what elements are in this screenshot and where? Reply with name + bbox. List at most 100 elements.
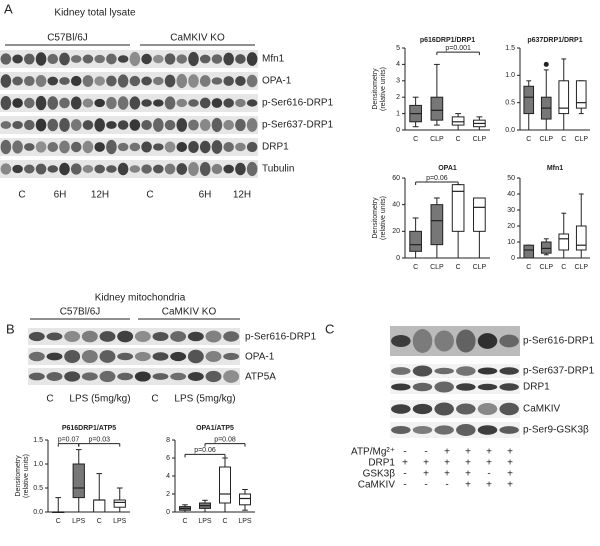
panel-label: A <box>4 1 13 16</box>
y-tick-label: 1 <box>396 110 400 117</box>
blot-band <box>0 163 12 175</box>
x-tick-label: C <box>526 264 531 271</box>
chart-title: OPA1 <box>438 165 457 172</box>
blot-band <box>211 163 223 175</box>
condition-sign: - <box>424 480 427 491</box>
y-tick-label: 1.5 <box>505 45 515 52</box>
blot-band <box>81 349 98 364</box>
x-tick-label: C <box>56 518 61 525</box>
blot-band <box>81 372 98 381</box>
condition-sign: - <box>403 480 406 491</box>
y-tick-label: 6 <box>166 455 170 462</box>
blot-band <box>434 402 454 416</box>
x-tick-label: CLP <box>539 136 553 143</box>
blot-band <box>170 372 187 381</box>
blot-band <box>106 96 117 110</box>
blot-band <box>477 383 498 391</box>
blot-band <box>117 330 134 343</box>
row-label: p-Ser637-DRP1 <box>262 120 334 131</box>
blot-band <box>434 330 454 352</box>
y-axis-label: Densitometry <box>372 68 379 110</box>
blot-band <box>235 142 246 152</box>
blot-band <box>153 143 164 151</box>
blot-band <box>164 119 176 131</box>
box <box>72 463 85 499</box>
blot-band <box>64 330 81 343</box>
blot-band <box>164 96 176 110</box>
blot-band <box>82 120 94 130</box>
y-tick-label: 0 <box>396 255 400 262</box>
blot-band <box>70 141 82 153</box>
chart-title: OPA1/ATP5 <box>196 425 234 432</box>
blot-band <box>223 164 234 174</box>
row-label: OPA-1 <box>245 352 275 363</box>
blot-band <box>211 98 223 108</box>
condition-sign: - <box>424 447 427 458</box>
blot-band <box>211 117 223 133</box>
blot-band <box>46 332 63 341</box>
chart-title: p637DRP1/DRP1 <box>527 37 582 44</box>
blot-band <box>12 164 23 174</box>
blot-band <box>12 54 23 64</box>
x-tick-label: CLP <box>574 264 588 271</box>
lane-label: C <box>46 394 53 405</box>
row-label: OPA-1 <box>262 76 292 87</box>
box <box>558 233 570 251</box>
condition-label: GSK3β <box>363 469 396 480</box>
blot-band <box>28 331 45 342</box>
blot-band <box>187 372 204 381</box>
blot-band <box>141 53 152 65</box>
condition-sign: + <box>507 458 513 469</box>
chart-title: P616DRP1/ATP5 <box>62 425 116 432</box>
blot-band <box>235 75 246 87</box>
blot-band <box>134 351 151 362</box>
y-axis-label: (relative units) <box>380 67 387 111</box>
lane-label: C <box>18 190 25 201</box>
y-tick-label: 1.5 <box>33 437 43 444</box>
blot-band <box>117 120 129 130</box>
blot-band <box>129 142 141 152</box>
blot-band <box>477 425 498 435</box>
p-value: p=0.07 <box>58 436 80 443</box>
y-tick-label: 40 <box>392 202 400 209</box>
blot-band <box>246 118 258 132</box>
lane-label: C <box>146 190 153 201</box>
y-tick-label: 0 <box>396 127 400 134</box>
row-label: ATP5A <box>245 372 276 383</box>
blot-band <box>12 121 23 129</box>
blot-band <box>188 141 199 153</box>
y-tick-label: 0.0 <box>505 127 515 134</box>
blot-band <box>47 165 59 173</box>
blot-band <box>141 99 152 107</box>
condition-sign: + <box>465 458 471 469</box>
blot-band <box>477 402 498 416</box>
blot-band <box>456 366 476 376</box>
x-tick-label: CLP <box>574 136 588 143</box>
condition-sign: + <box>444 458 450 469</box>
blot-band <box>188 74 199 88</box>
outlier <box>543 61 549 67</box>
y-tick-label: 20 <box>392 228 400 235</box>
blot-band <box>412 425 433 435</box>
blot-band <box>70 75 82 87</box>
p-value: p=0.08 <box>214 436 236 443</box>
blot-band <box>152 352 169 361</box>
blot-band <box>205 351 222 362</box>
blot-band <box>129 51 141 67</box>
blot-band <box>223 119 234 131</box>
blot-band <box>456 403 476 415</box>
x-tick-label: LPS <box>72 518 86 525</box>
blot-strip <box>28 348 240 365</box>
group-label: CaMKIV KO <box>162 307 217 318</box>
blot-band <box>70 119 82 131</box>
box <box>575 80 587 109</box>
x-tick-label: C <box>222 518 227 525</box>
blot-band <box>152 331 169 342</box>
x-tick-label: CLP <box>430 136 444 143</box>
blot-band <box>59 97 70 109</box>
blot-band <box>94 118 105 132</box>
blot-band <box>176 54 188 64</box>
blot-band <box>246 161 258 177</box>
blot-band <box>211 140 223 154</box>
row-label: p-Ser616-DRP1 <box>262 98 334 109</box>
